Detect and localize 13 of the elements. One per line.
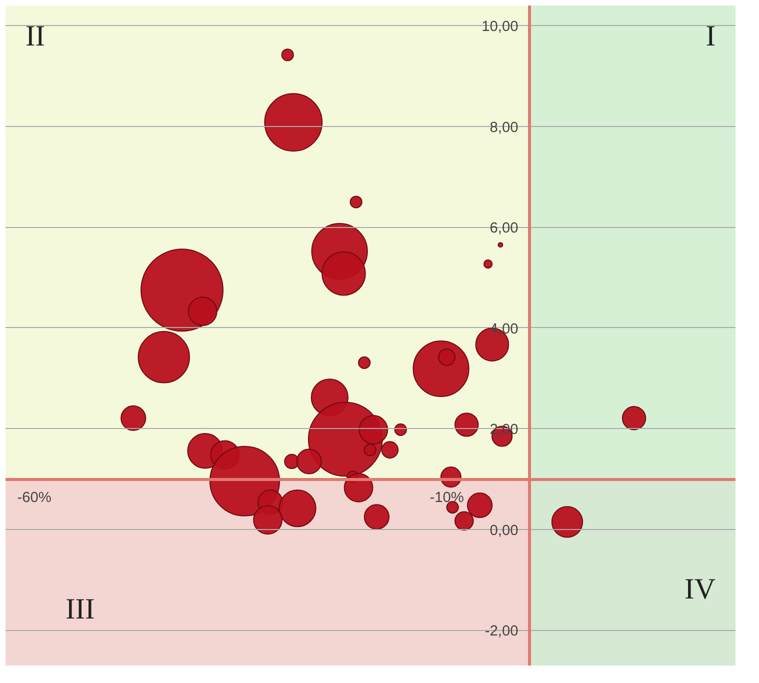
annotation: III	[66, 594, 95, 626]
y-tick-label: 4,00	[490, 321, 518, 338]
y-tick-label: -2,00	[484, 624, 518, 640]
y-tick-label: 0,00	[490, 522, 518, 539]
y-tick-label: 10,00	[482, 19, 518, 36]
annotation: IV	[684, 574, 716, 606]
annotation: II	[26, 20, 46, 52]
x-tick-label: -10%	[430, 490, 464, 506]
y-tick-label: 2,00	[490, 422, 518, 438]
y-tick-label: 6,00	[490, 220, 518, 237]
y-tick-label: 8,00	[490, 120, 518, 136]
x-tick-label: -60%	[17, 490, 52, 506]
annotation: I	[706, 20, 716, 52]
